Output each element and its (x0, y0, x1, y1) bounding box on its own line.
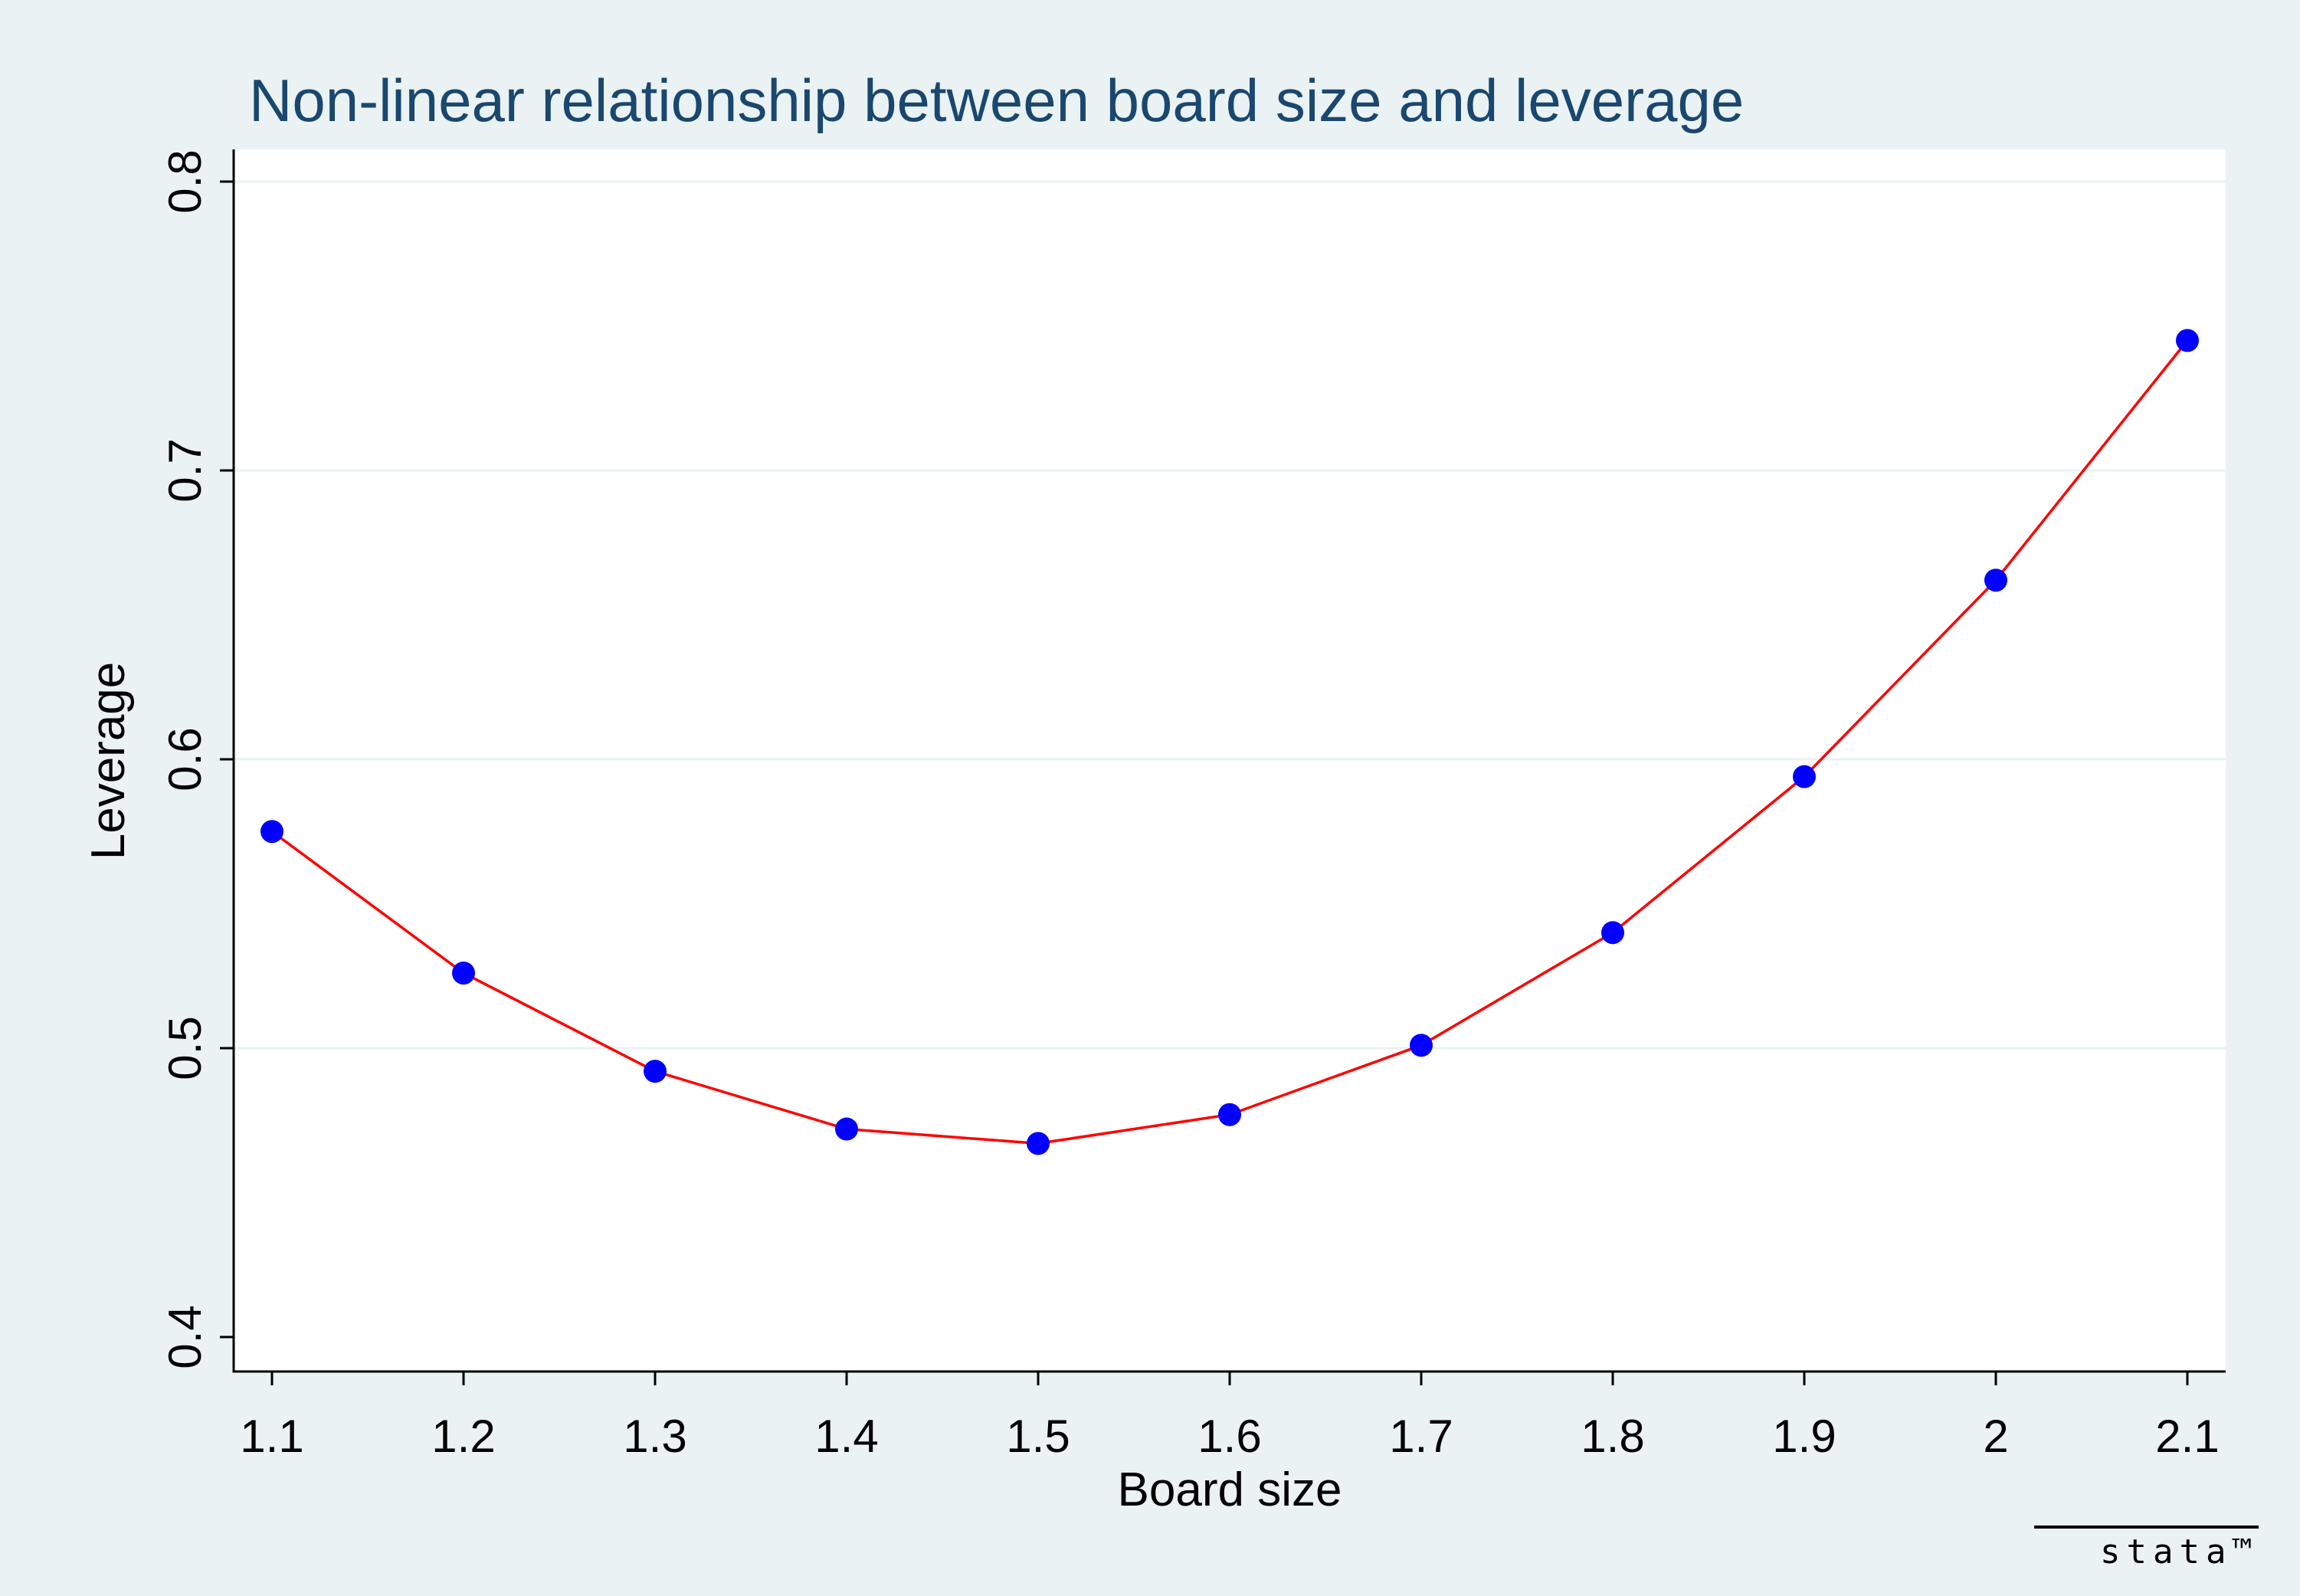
data-point (2176, 329, 2199, 352)
x-tick-label: 1.7 (1389, 1411, 1453, 1462)
x-tick-label: 1.2 (431, 1411, 495, 1462)
x-tick-label: 1.3 (623, 1411, 686, 1462)
gridlines (234, 180, 2226, 1050)
y-tick-label: 0.4 (159, 1305, 211, 1368)
y-tick-label: 0.8 (159, 149, 211, 213)
x-tick-label: 2.1 (2155, 1411, 2219, 1462)
x-tick-label: 1.1 (240, 1411, 303, 1462)
y-tick-label: 0.5 (159, 1016, 211, 1080)
x-tick-label: 1.4 (814, 1411, 878, 1462)
data-point (1793, 765, 1816, 788)
axes (220, 149, 2226, 1385)
x-tick-label: 1.6 (1198, 1411, 1261, 1462)
x-tick-label: 2 (1983, 1411, 2008, 1462)
stata-watermark: stata™ (2100, 1532, 2259, 1571)
y-tick-label: 0.6 (159, 727, 211, 791)
chart-title: Non-linear relationship between board si… (249, 67, 1744, 134)
y-axis-title: Leverage (82, 662, 135, 860)
x-tick-label: 1.9 (1772, 1411, 1836, 1462)
data-point (1218, 1103, 1241, 1126)
data-point (1027, 1132, 1050, 1155)
data-point (1984, 569, 2007, 592)
data-point (1601, 921, 1624, 945)
x-tick-label: 1.8 (1581, 1411, 1644, 1462)
data-series (260, 329, 2199, 1155)
x-tick-label: 1.5 (1006, 1411, 1070, 1462)
data-point (835, 1117, 858, 1141)
x-axis-title: Board size (1118, 1463, 1342, 1516)
data-point (260, 820, 283, 844)
data-point (452, 961, 475, 985)
y-tick-label: 0.7 (159, 438, 211, 502)
tick-labels: 0.4 0.5 0.6 0.7 0.8 1.1 1.2 1.3 1.4 1.5 1.6 1.7 1.8 1… (159, 149, 2220, 1462)
data-point (644, 1060, 667, 1083)
data-point (1410, 1034, 1433, 1057)
